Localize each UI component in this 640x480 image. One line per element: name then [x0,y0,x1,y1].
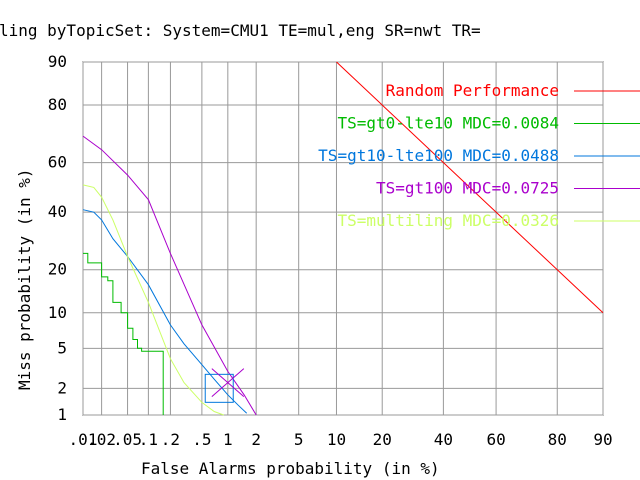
x-tick-label: 1 [223,430,233,449]
x-tick-label: 80 [548,430,567,449]
x-tick-label: .02 [87,430,116,449]
y-tick-label: 5 [57,338,67,357]
y-tick-label: 20 [48,260,67,279]
y-tick-label: 2 [57,378,67,397]
x-axis-label: False Alarms probability (in %) [141,459,440,478]
series-line-4 [82,184,224,416]
y-tick-label: 60 [48,153,67,172]
x-tick-label: 5 [294,430,304,449]
y-tick-label: 80 [48,95,67,114]
x-tick-label: 90 [593,430,612,449]
x-tick-label: .05 [113,430,142,449]
x-tick-label: .1 [139,430,158,449]
x-tick-label: .01 [69,430,98,449]
y-tick-label: 10 [48,303,67,322]
y-axis-label: Miss probability (in %) [15,168,34,390]
series-line-1 [83,252,164,415]
legend-label-0: Random Performance [386,81,559,100]
curves [82,61,604,416]
x-tick-label: .5 [192,430,211,449]
x-tick-label: 40 [434,430,453,449]
x-tick-label: 60 [486,430,505,449]
y-tick-labels: 1 2 5 10 20 40 60 80 90 [48,52,67,424]
chart-title: ling byTopicSet: System=CMU1 TE=mul,eng … [0,21,481,40]
x-tick-label: .2 [161,430,180,449]
legend-label-2: TS=gt10-lte100 MDC=0.0488 [318,146,559,165]
x-tick-label: 2 [251,430,261,449]
y-tick-label: 90 [48,52,67,71]
legend-label-3: TS=gt100 MDC=0.0725 [376,179,559,198]
legend-label-4: TS=multiling MDC=0.0326 [337,211,559,230]
legend: Random Performance TS=gt0-lte10 MDC=0.008… [318,81,640,230]
crosshair-marker [211,368,245,397]
y-tick-label: 40 [48,202,67,221]
series-line-2 [82,209,248,414]
x-tick-label: 20 [373,430,392,449]
series-line-3 [82,135,257,416]
grid-lines [82,61,604,416]
x-tick-labels: .01.02.05.1.2 .5 1 2 5 10 20 40 60 80 90 [69,430,613,449]
x-tick-label: 10 [327,430,346,449]
min-dcf-marker [204,373,234,403]
y-tick-label: 1 [57,405,67,424]
legend-label-1: TS=gt0-lte10 MDC=0.0084 [337,114,559,133]
series-line-0 [336,61,604,314]
